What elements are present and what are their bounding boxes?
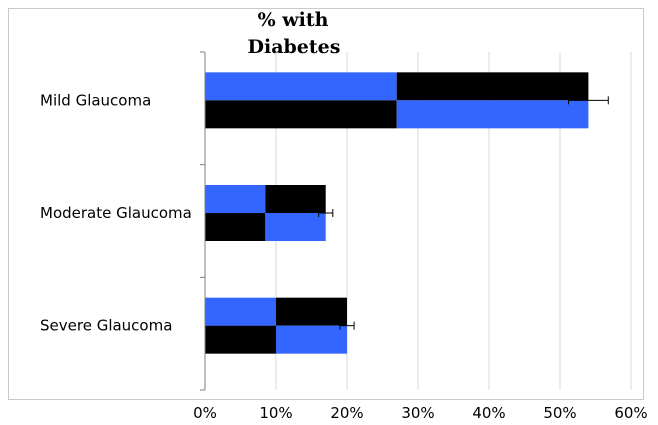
bar-severe-glaucoma-bottom-left (205, 325, 276, 354)
category-label-severe-glaucoma: Severe Glaucoma (40, 317, 172, 335)
bar-moderate-glaucoma-bottom-right (265, 213, 326, 241)
bar-mild-glaucoma-bottom-left (205, 100, 397, 129)
chart-frame (8, 8, 644, 400)
bar-moderate-glaucoma-top-left (205, 185, 266, 213)
x-tick-label-10: 10% (259, 404, 292, 422)
x-tick-label-60: 60% (614, 404, 647, 422)
x-tick-label-30: 30% (401, 404, 434, 422)
bar-severe-glaucoma-top-left (205, 297, 276, 326)
bar-mild-glaucoma-bottom-right (396, 100, 589, 129)
x-tick-label-0: 0% (193, 404, 217, 422)
category-label-mild-glaucoma: Mild Glaucoma (40, 91, 151, 109)
bar-moderate-glaucoma-bottom-left (205, 213, 266, 241)
category-labels: Mild Glaucoma Moderate Glaucoma Severe Gla… (40, 91, 192, 334)
category-label-moderate-glaucoma: Moderate Glaucoma (40, 204, 192, 222)
bar-moderate-glaucoma-top-right (265, 185, 326, 213)
bar-mild-glaucoma-top-left (205, 72, 397, 101)
axes (200, 51, 206, 391)
x-tick-labels: 0% 10% 20% 30% 40% 50% 60% (193, 404, 648, 422)
x-tick-label-20: 20% (330, 404, 363, 422)
chart-title-line-1: % with (258, 9, 329, 31)
x-tick-label-50: 50% (543, 404, 576, 422)
x-tick-label-40: 40% (472, 404, 505, 422)
bar-mild-glaucoma-top-right (396, 72, 589, 101)
chart-title-line-2: Diabetes (248, 36, 341, 58)
bar-severe-glaucoma-top-right (276, 297, 347, 326)
bar-severe-glaucoma-bottom-right (276, 325, 347, 354)
bars (205, 72, 609, 354)
